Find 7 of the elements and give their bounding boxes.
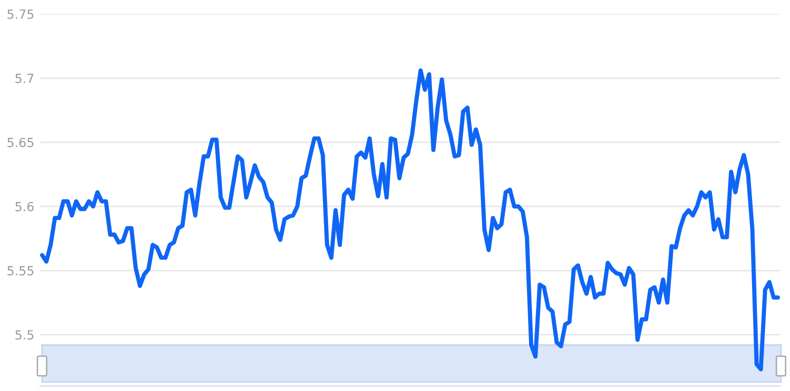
- line-series: [40, 68, 780, 372]
- y-tick-label: 5.75: [8, 10, 34, 19]
- y-tick-label: 5.65: [8, 138, 34, 148]
- y-tick-label: 5.6: [16, 202, 34, 212]
- y-tick-label: 5.5: [16, 330, 34, 340]
- y-tick-label: 5.55: [8, 266, 34, 276]
- y-tick-label: 5.7: [16, 74, 34, 84]
